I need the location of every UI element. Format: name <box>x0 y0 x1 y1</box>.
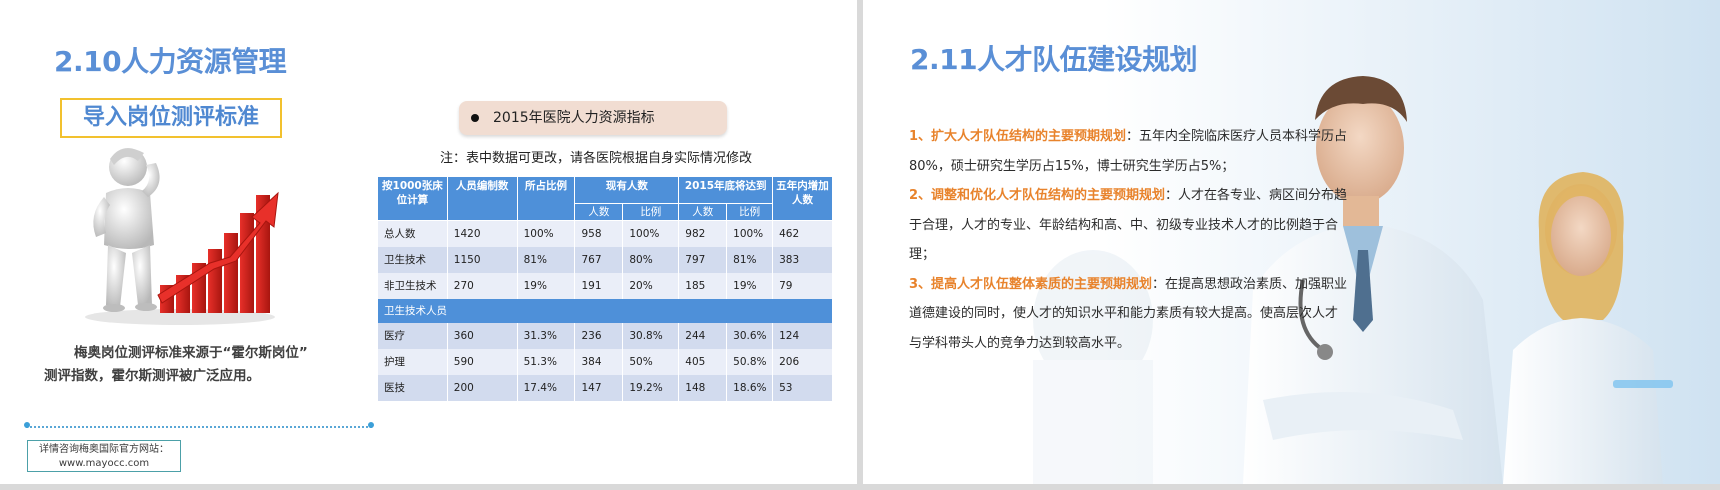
table-row: 卫生技术 1150 81% 767 80% 797 81% 383 <box>377 246 833 273</box>
cell: 797 <box>678 246 728 273</box>
subheader-people: 人数 <box>678 203 728 221</box>
col-header-share: 所占比例 <box>516 176 576 221</box>
slide-title: 2.10人力资源管理 <box>54 45 287 78</box>
cell: 53 <box>772 374 833 401</box>
group-label: 卫生技术人员 <box>377 298 833 323</box>
cell: 18.6% <box>726 374 774 401</box>
contact-label: 详情咨询梅奥国际官方网站： <box>39 444 169 455</box>
divider-dot <box>24 422 30 428</box>
table-group-row: 卫生技术人员 <box>377 298 833 323</box>
cell: 360 <box>446 322 518 349</box>
cell: 81% <box>516 246 576 273</box>
cell: 958 <box>574 220 624 247</box>
plan-body-2: ：人才在各专业、病区间分布趋于合理，人才的专业、年龄结构和高、中、初级专业技术人… <box>909 188 1348 262</box>
cell: 244 <box>678 322 728 349</box>
description-line-2: 测评指数，霍尔斯测评被广泛应用。 <box>44 368 260 384</box>
col-header-increase: 五年内增加人数 <box>772 176 833 221</box>
pill-label: 2015年医院人力资源指标 <box>493 110 655 126</box>
cell: 80% <box>622 246 680 273</box>
cell: 非卫生技术 <box>377 272 448 299</box>
subheader-ratio: 比例 <box>622 203 680 221</box>
cell: 383 <box>772 246 833 273</box>
contact-box[interactable]: 详情咨询梅奥国际官方网站： www.mayocc.com <box>27 440 181 472</box>
cell: 20% <box>622 272 680 299</box>
plan-heading-3: 3、提高人才队伍整体素质的主要预期规划 <box>909 276 1153 292</box>
cell: 17.4% <box>516 374 576 401</box>
cell: 590 <box>446 348 518 375</box>
cell: 191 <box>574 272 624 299</box>
table-note: 注：表中数据可更改，请各医院根据自身实际情况修改 <box>440 151 753 166</box>
subheader-ratio: 比例 <box>726 203 774 221</box>
cell: 148 <box>678 374 728 401</box>
table-row: 医疗 360 31.3% 236 30.8% 244 30.6% 124 <box>377 322 833 349</box>
cell: 462 <box>772 220 833 247</box>
cell: 100% <box>726 220 774 247</box>
plan-heading-1: 1、扩大人才队伍结构的主要预期规划 <box>909 129 1127 144</box>
description: 梅奥岗位测评标准来源于“霍尔斯岗位” 测评指数，霍尔斯测评被广泛应用。 <box>44 342 344 388</box>
cell: 卫生技术 <box>377 246 448 273</box>
table-row: 医技 200 17.4% 147 19.2% 148 18.6% 53 <box>377 374 833 401</box>
col-header-current: 现有人数 <box>574 176 680 204</box>
cell: 767 <box>574 246 624 273</box>
plan-text: 1、扩大人才队伍结构的主要预期规划：五年内全院临床医疗人员本科学历占80%，硕士… <box>909 122 1349 358</box>
table-row: 护理 590 51.3% 384 50% 405 50.8% 206 <box>377 348 833 375</box>
cell: 384 <box>574 348 624 375</box>
website-link[interactable]: www.mayocc.com <box>58 458 150 469</box>
cell: 医技 <box>377 374 448 401</box>
cell: 总人数 <box>377 220 448 247</box>
plan-heading-2: 2、调整和优化人才队伍结构的主要预期规划 <box>909 188 1166 203</box>
divider-dot <box>368 422 374 428</box>
cell: 51.3% <box>516 348 576 375</box>
cell: 81% <box>726 246 774 273</box>
thinking-person-chart-icon <box>70 145 300 330</box>
cell: 100% <box>516 220 576 247</box>
cell: 147 <box>574 374 624 401</box>
cell: 200 <box>446 374 518 401</box>
indicator-pill: 2015年医院人力资源指标 <box>459 101 727 135</box>
cell: 236 <box>574 322 624 349</box>
doctors-photo-icon <box>863 0 1720 484</box>
cell: 医疗 <box>377 322 448 349</box>
cell: 185 <box>678 272 728 299</box>
description-line-1: 梅奥岗位测评标准来源于“霍尔斯岗位” <box>74 345 308 361</box>
cell: 982 <box>678 220 728 247</box>
col-header-staff: 人员编制数 <box>446 176 518 221</box>
cell: 19.2% <box>622 374 680 401</box>
table-row: 总人数 1420 100% 958 100% 982 100% 462 <box>377 220 833 247</box>
cell: 405 <box>678 348 728 375</box>
bullet-icon <box>471 114 479 122</box>
cell: 护理 <box>377 348 448 375</box>
slide-talent-planning: 2.11人才队伍建设规划 1、扩大人才队伍结构的主要预期规划：五年内全院临床医疗… <box>863 0 1720 484</box>
cell: 100% <box>622 220 680 247</box>
cell: 30.6% <box>726 322 774 349</box>
cell: 206 <box>772 348 833 375</box>
cell: 124 <box>772 322 833 349</box>
cell: 31.3% <box>516 322 576 349</box>
cell: 1420 <box>446 220 518 247</box>
cell: 19% <box>516 272 576 299</box>
hr-indicator-table: 按1000张床位计算 人员编制数 所占比例 现有人数 2015年底将达到 五年内… <box>377 176 833 401</box>
plan-body-3: ：在提高思想政治素质、加强职业道德建设的同时，使人才的知识水平和能力素质有较大提… <box>909 276 1348 351</box>
table-row: 非卫生技术 270 19% 191 20% 185 19% 79 <box>377 272 833 299</box>
cell: 270 <box>446 272 518 299</box>
col-header-basis: 按1000张床位计算 <box>377 176 448 221</box>
cell: 50.8% <box>726 348 774 375</box>
col-header-target: 2015年底将达到 <box>678 176 774 204</box>
cell: 1150 <box>446 246 518 273</box>
subheader-people: 人数 <box>574 203 624 221</box>
dotted-divider <box>26 426 372 428</box>
cell: 19% <box>726 272 774 299</box>
slide-title: 2.11人才队伍建设规划 <box>910 43 1198 76</box>
plan-body-1: ：五年内全院临床医疗人员本科学历占80%，硕士研究生学历占15%，博士研究生学历… <box>909 129 1348 174</box>
cell: 50% <box>622 348 680 375</box>
cell: 79 <box>772 272 833 299</box>
cell: 30.8% <box>622 322 680 349</box>
boxed-subtitle: 导入岗位测评标准 <box>60 98 282 138</box>
slide-hr-management: 2.10人力资源管理 导入岗位测评标准 <box>0 0 857 484</box>
